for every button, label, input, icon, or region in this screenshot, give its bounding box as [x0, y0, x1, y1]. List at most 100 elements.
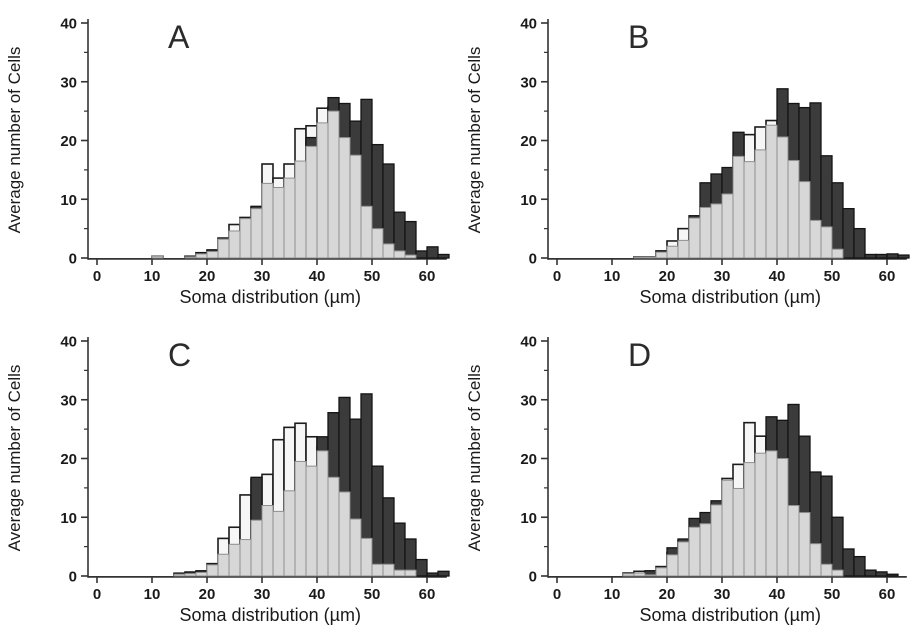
bar-light-gray: [677, 541, 690, 577]
x-tick-label: 50: [364, 586, 381, 603]
bar-light-gray: [655, 567, 668, 577]
bar-light-gray: [272, 510, 285, 577]
bar-light-gray: [655, 251, 668, 259]
bar-light-gray: [173, 573, 186, 577]
bar-light-gray: [721, 193, 734, 259]
bar-dark-gray: [842, 548, 855, 577]
bar-light-gray: [338, 491, 351, 577]
series-light-gray: [633, 124, 844, 259]
bar-light-gray: [305, 145, 318, 259]
x-tick-label: 10: [604, 268, 621, 285]
histogram-A: 0 10 20 30 40 0 10 20 30 40 50 60 Soma distribution …: [5, 16, 450, 307]
x-axis-title: Soma distribution (µm): [180, 287, 361, 307]
x-tick-label: 20: [659, 586, 676, 603]
y-tick-label: 40: [60, 334, 77, 351]
x-axis-title: Soma distribution (µm): [640, 605, 821, 625]
y-tick-label: 30: [60, 74, 77, 91]
bar-light-gray: [382, 563, 395, 577]
bar-light-gray: [327, 110, 340, 259]
x-axis-title: Soma distribution (µm): [640, 287, 821, 307]
bar-light-gray: [382, 243, 395, 259]
panel-letter: B: [628, 19, 649, 55]
bar-light-gray: [404, 254, 417, 259]
bar-light-gray: [294, 160, 307, 259]
y-tick-label: 10: [520, 510, 537, 527]
bar-light-gray: [206, 564, 219, 577]
bar-dark-gray: [864, 253, 877, 259]
bar-light-gray: [371, 228, 384, 259]
bar-light-gray: [305, 465, 318, 577]
x-tick-label: 0: [553, 586, 561, 603]
x-tick-label: 50: [824, 586, 841, 603]
x-tick-label: 10: [604, 586, 621, 603]
bar-light-gray: [831, 248, 844, 259]
bar-light-gray: [393, 250, 406, 259]
bar-light-gray: [776, 136, 789, 259]
x-tick-label: 60: [419, 268, 436, 285]
bar-light-gray: [250, 208, 263, 259]
bar-light-gray: [184, 256, 197, 259]
histogram-C: 0 10 20 30 40 0 10 20 30 40 50 60 Soma distribution …: [5, 334, 450, 625]
bar-light-gray: [338, 137, 351, 259]
bar-light-gray: [820, 563, 833, 577]
panel-C: 0 10 20 30 40 0 10 20 30 40 50 60 Soma distribution …: [0, 318, 460, 636]
bar-light-gray: [787, 505, 800, 577]
bar-light-gray: [371, 563, 384, 577]
bar-dark-gray: [831, 182, 844, 259]
bar-light-gray: [710, 203, 723, 259]
histogram-D: 0 10 20 30 40 0 10 20 30 40 50 60 Soma distribution …: [465, 334, 907, 625]
y-tick-label: 0: [69, 569, 77, 586]
bar-light-gray: [360, 205, 373, 259]
bar-dark-gray: [875, 571, 888, 577]
bar-dark-gray: [831, 516, 844, 577]
bar-light-gray: [809, 543, 822, 577]
x-tick-label: 20: [659, 268, 676, 285]
bar-dark-gray: [875, 253, 888, 259]
x-tick-label: 0: [93, 268, 101, 285]
bar-light-gray: [721, 479, 734, 577]
bar-dark-gray: [842, 207, 855, 259]
bar-dark-gray: [853, 555, 866, 577]
bar-light-gray: [195, 253, 208, 259]
y-axis-title: Average number of Cells: [465, 47, 484, 234]
y-tick-label: 30: [60, 392, 77, 409]
y-tick-label: 40: [520, 16, 537, 33]
panel-letter: C: [168, 337, 191, 373]
bar-light-gray: [349, 154, 362, 259]
bar-light-gray: [754, 149, 767, 259]
y-tick-label: 20: [60, 133, 77, 150]
bar-light-gray: [228, 230, 241, 259]
bar-light-gray: [765, 450, 778, 577]
panel-D: 0 10 20 30 40 0 10 20 30 40 50 60 Soma distribution …: [460, 318, 920, 636]
y-tick-label: 40: [520, 334, 537, 351]
bar-light-gray: [743, 462, 756, 577]
bar-light-gray: [732, 487, 745, 577]
x-tick-label: 0: [553, 268, 561, 285]
x-tick-label: 0: [93, 586, 101, 603]
bar-dark-gray: [820, 475, 833, 577]
bar-light-gray: [743, 161, 756, 259]
x-tick-label: 40: [309, 268, 326, 285]
bar-light-gray: [809, 219, 822, 259]
bar-dark-gray: [437, 253, 450, 259]
bar-light-gray: [798, 512, 811, 577]
y-tick-label: 0: [529, 569, 537, 586]
bar-light-gray: [151, 255, 164, 259]
y-tick-label: 20: [520, 451, 537, 468]
y-tick-label: 20: [60, 451, 77, 468]
bar-light-gray: [633, 256, 646, 259]
x-tick-label: 60: [419, 586, 436, 603]
x-tick-label: 20: [199, 268, 216, 285]
bar-light-gray: [666, 245, 679, 259]
bar-light-gray: [688, 526, 701, 577]
panel-A: 0 10 20 30 40 0 10 20 30 40 50 60 Soma distribution …: [0, 0, 460, 318]
bar-light-gray: [327, 476, 340, 577]
bar-light-gray: [250, 519, 263, 577]
bar-dark-gray: [415, 250, 428, 259]
bar-dark-gray: [437, 570, 450, 577]
bar-light-gray: [644, 574, 657, 577]
y-tick-label: 10: [60, 510, 77, 527]
x-tick-label: 20: [199, 586, 216, 603]
x-tick-label: 50: [824, 268, 841, 285]
